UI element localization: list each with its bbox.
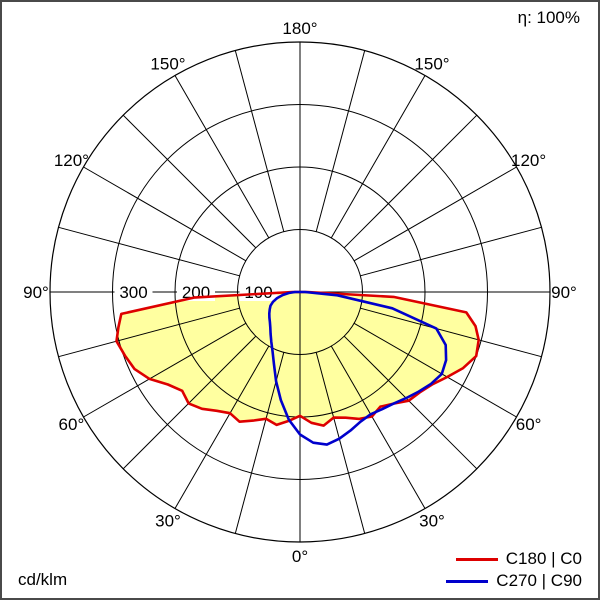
angle-tick-label: 180°: [282, 19, 317, 38]
grid-spoke: [83, 322, 247, 418]
angle-tick-label: 90°: [551, 283, 577, 302]
angle-tick-label: 120°: [54, 151, 89, 170]
grid-spoke: [122, 114, 257, 249]
angle-tick-label: 90°: [23, 283, 49, 302]
radial-tick-label-bg: [114, 283, 153, 301]
angle-tick-label: 30°: [419, 512, 445, 531]
legend-label-c270-c90: C270 | C90: [496, 571, 582, 590]
grid-spoke: [315, 352, 366, 534]
radial-tick-label: 100: [244, 283, 272, 302]
grid-spoke: [353, 166, 517, 262]
grid-spoke: [234, 50, 285, 232]
grid-spoke: [353, 322, 517, 418]
grid-spoke: [58, 226, 240, 277]
angle-tick-label: 150°: [150, 54, 185, 73]
angle-tick-label: 30°: [155, 512, 181, 531]
radial-tick-label: 300: [119, 283, 147, 302]
series-curve-c180-c0: [115, 290, 480, 427]
efficiency-title: η: 100%: [517, 8, 580, 27]
grid-spoke: [343, 114, 478, 249]
grid-spoke: [83, 166, 247, 262]
legend-blue-line-swatch: [446, 579, 489, 583]
angle-tick-label: 60°: [516, 415, 542, 434]
radial-tick-label-bg: [239, 283, 278, 301]
angle-tick-label: 120°: [511, 151, 546, 170]
series-curve-c270-c90: [268, 290, 448, 446]
legend-label-c180-c0: C180 | C0: [505, 549, 582, 568]
grid-spoke: [360, 307, 542, 358]
angle-tick-label: 0°: [292, 547, 308, 566]
grid-spoke: [360, 226, 542, 277]
grid-spoke: [343, 335, 478, 470]
legend-item-c180-c0: C180 | C0: [446, 548, 582, 570]
angle-tick-label: 60°: [59, 415, 85, 434]
legend-item-c270-c90: C270 | C90: [446, 570, 582, 592]
grid-spoke: [315, 50, 366, 232]
grid-spoke: [174, 75, 270, 239]
legend-red-line-swatch: [455, 557, 498, 561]
grid-spoke: [174, 345, 270, 509]
grid-spoke: [330, 75, 426, 239]
series-area-fill: [116, 292, 479, 426]
legend: C180 | C0 C270 | C90: [446, 548, 582, 592]
radial-unit-label: cd/klm: [18, 570, 68, 589]
grid-spoke: [330, 345, 426, 509]
grid-spoke: [58, 307, 240, 358]
angle-tick-label: 150°: [414, 54, 449, 73]
